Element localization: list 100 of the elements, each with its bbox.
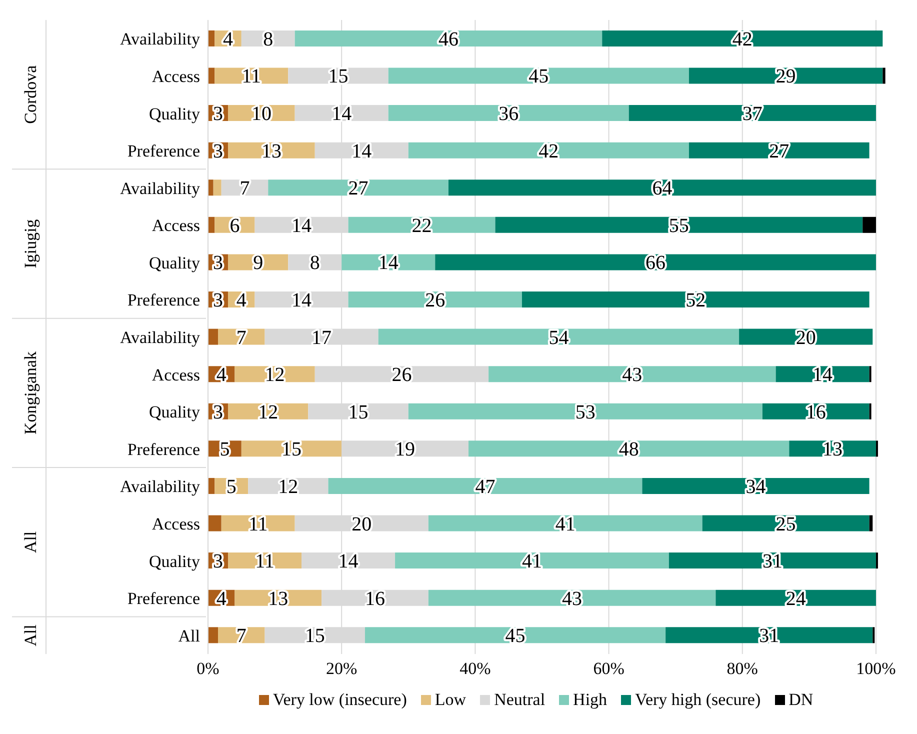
bar <box>428 590 716 606</box>
bar <box>388 105 629 122</box>
data-label: 26 <box>392 364 412 386</box>
data-label: 3 <box>213 401 224 424</box>
data-label: 19 <box>395 438 416 461</box>
data-label: 16 <box>364 588 385 610</box>
x-tick-label: 60% <box>593 659 624 678</box>
y-tick-label: Quality <box>149 253 200 272</box>
data-label: 16 <box>806 401 826 424</box>
data-label: 55 <box>668 214 689 237</box>
data-label: 5 <box>220 438 230 461</box>
y-tick-label: Availability <box>120 30 200 49</box>
data-label: 13 <box>268 588 288 610</box>
bar <box>666 627 873 644</box>
x-tick-label: 80% <box>726 659 758 678</box>
data-label: 54 <box>548 326 569 349</box>
bar <box>208 627 218 644</box>
x-tick-label: 0% <box>196 659 220 678</box>
bar <box>862 216 876 233</box>
y-tick-label: All <box>178 626 200 646</box>
data-label: 14 <box>352 140 372 162</box>
bar <box>208 328 218 345</box>
data-label: 3 <box>213 252 224 274</box>
y-tick-label: Preference <box>127 440 200 459</box>
data-label: 11 <box>242 66 262 88</box>
data-label: 4 <box>216 588 226 610</box>
y-tick-label: Preference <box>127 290 200 310</box>
bar <box>488 366 776 382</box>
data-label: 14 <box>378 252 398 274</box>
data-label: 13 <box>261 140 282 162</box>
data-label: 34 <box>746 476 766 498</box>
y-tick-label: Quality <box>149 552 200 571</box>
data-label: 12 <box>264 364 285 386</box>
y-tick-label: Availability <box>120 178 200 198</box>
y-tick-label: Access <box>152 514 200 534</box>
data-label: 3 <box>213 550 224 573</box>
bar <box>364 627 666 644</box>
legend-label: Low <box>434 690 466 710</box>
data-label: 7 <box>236 625 246 648</box>
data-label: 48 <box>618 438 639 461</box>
y-tick-label: Preference <box>127 589 200 608</box>
data-label: 45 <box>505 625 526 648</box>
bar <box>378 328 740 345</box>
data-label: 64 <box>652 178 672 200</box>
bar <box>213 180 222 196</box>
data-label: 27 <box>348 178 368 200</box>
data-label: 7 <box>236 326 246 349</box>
data-label: 15 <box>348 401 368 424</box>
data-label: 37 <box>742 103 762 126</box>
bar <box>668 552 876 569</box>
y-tick-label: Access <box>152 365 200 384</box>
data-label: 41 <box>522 550 542 573</box>
y-tick-label: Access <box>152 66 200 86</box>
data-label: 14 <box>812 364 833 386</box>
bar <box>408 403 762 420</box>
data-label: 15 <box>304 625 325 648</box>
data-label: 31 <box>762 550 782 573</box>
data-label: 27 <box>769 140 790 162</box>
data-label: 14 <box>292 290 312 312</box>
data-label: 9 <box>253 252 264 274</box>
bar <box>468 440 790 457</box>
bar <box>294 30 602 46</box>
bar <box>208 515 222 532</box>
bar <box>408 142 689 158</box>
bar <box>602 30 883 46</box>
data-label: 3 <box>213 290 224 312</box>
data-label: 47 <box>475 476 496 498</box>
data-label: 11 <box>255 550 274 573</box>
data-label: 14 <box>332 103 352 126</box>
bar <box>208 180 214 196</box>
data-label: 14 <box>338 550 358 573</box>
data-label: 24 <box>786 588 806 610</box>
data-label: 45 <box>528 66 549 88</box>
bar <box>328 478 642 494</box>
y-tick-label: Quality <box>149 104 200 124</box>
y-tick-label: Availability <box>120 328 200 348</box>
bar <box>435 254 876 270</box>
bar <box>208 30 215 46</box>
data-label: 41 <box>555 513 576 536</box>
bar <box>268 180 448 196</box>
legend-label: Very high (secure) <box>634 690 761 710</box>
legend-label: Very low (insecure) <box>272 690 407 710</box>
x-tick-label: 40% <box>460 659 491 678</box>
data-label: 52 <box>686 290 706 312</box>
data-label: 15 <box>328 66 348 88</box>
bar <box>522 292 870 308</box>
bar <box>395 552 669 569</box>
bar <box>882 68 886 84</box>
data-label: 12 <box>258 401 278 424</box>
bar <box>388 68 689 84</box>
y-tick-label: Preference <box>127 142 200 161</box>
data-label: 36 <box>498 103 519 126</box>
bar <box>495 216 863 233</box>
text: All <box>20 624 40 646</box>
data-label: 53 <box>575 401 596 424</box>
data-label: 4 <box>216 364 226 386</box>
legend-label: Neutral <box>493 690 546 710</box>
bar <box>688 142 870 158</box>
bar <box>628 105 876 122</box>
text: Kongiganak <box>20 350 40 434</box>
